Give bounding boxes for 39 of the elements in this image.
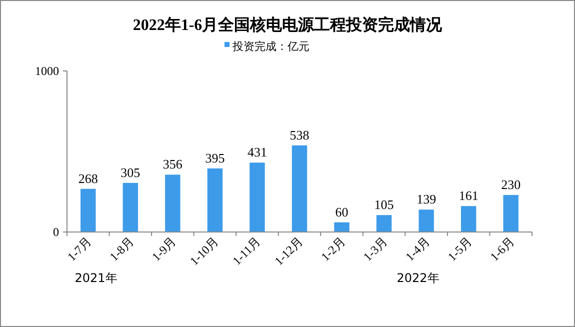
bar (292, 145, 308, 232)
data-label: 161 (458, 188, 478, 204)
x-tick-label: 1-10月 (187, 234, 222, 268)
bar (376, 215, 392, 232)
x-tick-label: 1-12月 (272, 234, 306, 268)
chart-title: 2022年1-6月全国核电电源工程投资完成情况 (132, 15, 444, 34)
bar (122, 182, 138, 232)
data-label: 60 (335, 204, 348, 220)
bar (418, 210, 434, 232)
bar (250, 162, 265, 232)
x-tick-label: 1-3月 (360, 234, 390, 264)
text: 2021年 (74, 271, 118, 285)
bar (460, 206, 476, 232)
data-label: 356 (162, 156, 183, 172)
bar (207, 168, 223, 232)
data-label: 305 (120, 164, 140, 180)
text: 2022年 (396, 271, 440, 285)
x-tick-label: 1-8月 (106, 234, 137, 264)
x-tick-label: 1-4月 (402, 234, 432, 264)
data-label: 538 (290, 127, 310, 142)
legend-label: 投资完成：亿元 (232, 40, 310, 53)
x-tick-label: 1-9月 (149, 234, 179, 264)
x-tick-label: 1-6月 (487, 234, 517, 264)
data-label: 431 (247, 144, 267, 160)
data-label: 395 (205, 150, 225, 166)
y-tick-label: 0 (53, 225, 59, 239)
data-label: 105 (374, 197, 394, 212)
bar (80, 188, 96, 232)
x-tick-label: 1-11月 (230, 234, 264, 268)
bar (503, 194, 518, 232)
x-tick-label: 1-5月 (445, 234, 475, 264)
y-tick-label: 1000 (35, 64, 59, 78)
x-tick-label: 1-7月 (64, 234, 94, 264)
data-label: 139 (416, 192, 436, 207)
bar (334, 222, 350, 232)
bar (165, 174, 180, 232)
data-label: 230 (501, 176, 521, 192)
data-label: 268 (78, 170, 98, 186)
x-tick-label: 1-2月 (318, 234, 348, 264)
